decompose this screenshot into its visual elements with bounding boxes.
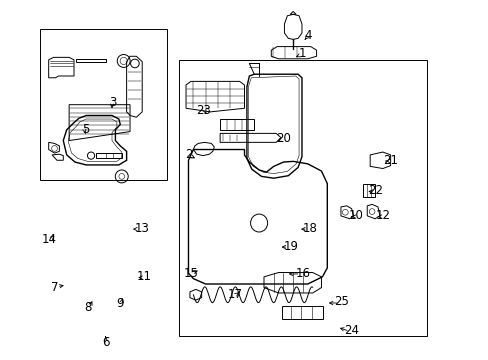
Text: 16: 16 <box>295 267 310 280</box>
Text: 19: 19 <box>283 240 298 253</box>
Text: 2: 2 <box>184 148 192 161</box>
Text: 23: 23 <box>195 104 210 117</box>
Text: 12: 12 <box>375 210 390 222</box>
Text: 18: 18 <box>302 222 317 235</box>
Text: 8: 8 <box>84 301 91 314</box>
Text: 24: 24 <box>344 324 358 337</box>
Bar <box>40 30 166 180</box>
Text: 5: 5 <box>82 123 90 136</box>
Text: 11: 11 <box>137 270 152 283</box>
Text: 3: 3 <box>109 96 117 109</box>
Bar <box>179 60 427 336</box>
Text: 20: 20 <box>275 132 290 145</box>
Text: 15: 15 <box>183 267 198 280</box>
Text: 9: 9 <box>116 297 124 310</box>
Text: 4: 4 <box>304 29 311 42</box>
Text: 10: 10 <box>348 210 363 222</box>
Text: 21: 21 <box>383 154 397 167</box>
Text: 14: 14 <box>42 233 57 246</box>
Text: 7: 7 <box>51 281 58 294</box>
Text: 13: 13 <box>135 222 149 235</box>
Text: 1: 1 <box>298 47 305 60</box>
Text: 22: 22 <box>368 184 383 197</box>
Text: 17: 17 <box>227 288 242 301</box>
Text: 25: 25 <box>334 296 348 309</box>
Text: 6: 6 <box>102 336 109 348</box>
